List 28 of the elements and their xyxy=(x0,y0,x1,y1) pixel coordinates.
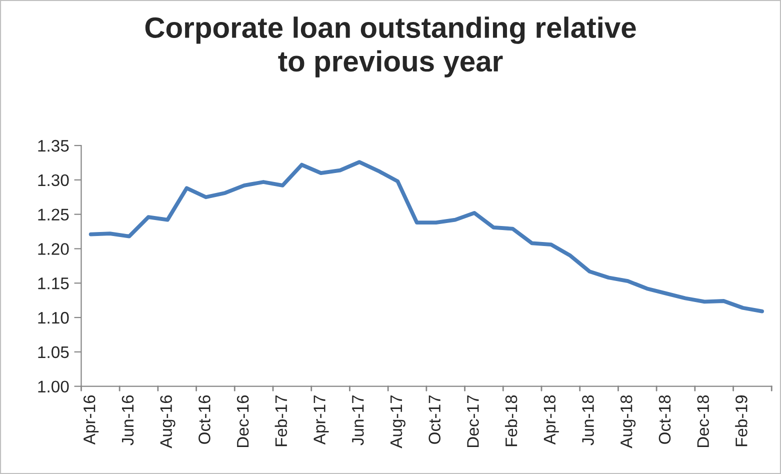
x-tick-label: Aug-17 xyxy=(390,395,406,448)
y-tick-label: 1.25 xyxy=(38,208,69,221)
x-tick-label: Jun-16 xyxy=(122,395,134,446)
x-tick-label: Oct-17 xyxy=(428,395,440,444)
x-tick-label: Apr-18 xyxy=(544,395,559,445)
x-tick-label: Apr-16 xyxy=(83,395,99,445)
x-tick-label: Feb-19 xyxy=(735,395,748,446)
x-tick-label: Apr-17 xyxy=(314,395,329,445)
chart-title: Corporate loan outstanding relative to previous year xyxy=(145,16,636,78)
x-tick-label: Dec-18 xyxy=(697,395,709,447)
x-tick-label: Dec-16 xyxy=(236,395,249,447)
x-tick-label: Aug-18 xyxy=(620,395,636,448)
x-tick-label: Jun-17 xyxy=(352,395,364,446)
y-tick-label: 1.35 xyxy=(38,140,69,152)
x-tick-label: Jun-18 xyxy=(582,395,594,446)
y-tick-label: 1.05 xyxy=(38,346,69,358)
line-series xyxy=(88,160,764,314)
y-tick-label: 1.30 xyxy=(38,174,69,186)
x-tick-label: Oct-18 xyxy=(658,395,671,444)
y-tick-label: 1.10 xyxy=(38,312,69,324)
x-tick-label: Oct-16 xyxy=(198,395,210,444)
y-tick-label: 1.00 xyxy=(38,380,69,393)
x-tick-label: Feb-17 xyxy=(274,395,288,446)
x-tick-label: Dec-17 xyxy=(467,395,479,447)
x-tick-label: Feb-18 xyxy=(504,395,518,446)
y-tick-label: 1.20 xyxy=(38,243,69,255)
y-tick-label: 1.15 xyxy=(38,278,69,290)
x-tick-label: Aug-16 xyxy=(160,395,176,448)
